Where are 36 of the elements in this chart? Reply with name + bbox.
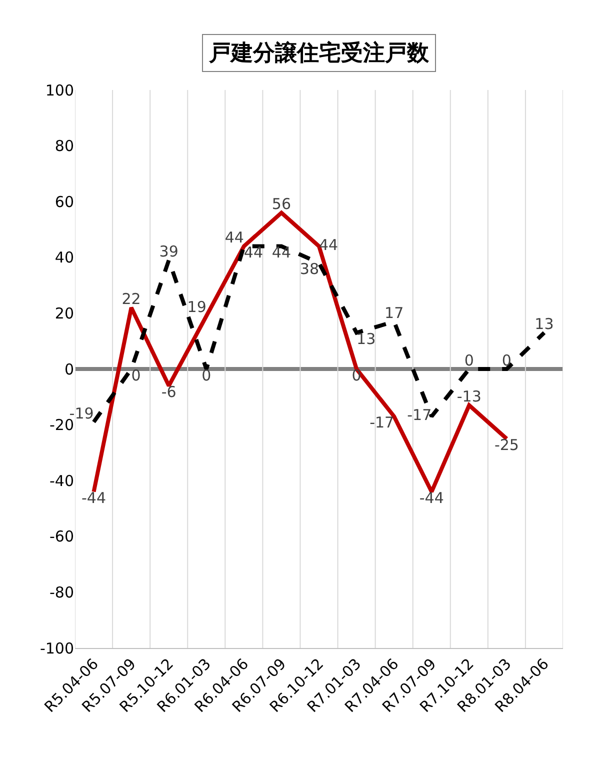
data-label: -44 xyxy=(419,489,444,508)
data-label: 44 xyxy=(319,236,338,254)
y-tick-label: -40 xyxy=(50,472,74,490)
data-label: -6 xyxy=(161,382,176,401)
data-label: 22 xyxy=(122,290,141,308)
y-tick-label: 100 xyxy=(45,81,74,100)
chart-title: 戸建分譲住宅受注戸数 xyxy=(208,40,430,66)
data-label: 0 xyxy=(202,366,212,384)
y-tick-label: -100 xyxy=(40,639,74,658)
data-label: 56 xyxy=(272,195,292,214)
data-label: 0 xyxy=(131,366,141,384)
data-label: 38 xyxy=(300,260,319,278)
y-tick-label: 80 xyxy=(54,137,74,156)
y-tick-label: 40 xyxy=(54,248,74,267)
y-tick-label: 0 xyxy=(64,360,74,378)
data-label: -17 xyxy=(407,406,432,424)
data-label: 44 xyxy=(244,243,264,262)
y-tick-label: 60 xyxy=(54,192,74,211)
data-label: 39 xyxy=(159,242,178,260)
data-label: -17 xyxy=(370,414,394,432)
data-label: 0 xyxy=(464,351,474,370)
y-tick-label: 20 xyxy=(54,304,74,322)
data-label: 13 xyxy=(356,330,376,348)
data-label: 19 xyxy=(187,298,206,316)
data-label: 0 xyxy=(352,366,362,384)
data-label: 17 xyxy=(384,304,404,322)
y-tick-label: -60 xyxy=(50,528,74,546)
data-label: 44 xyxy=(224,228,244,246)
data-label: -44 xyxy=(82,489,106,508)
data-label: -25 xyxy=(494,436,519,454)
data-label: 44 xyxy=(272,243,292,262)
y-tick-label: -80 xyxy=(50,583,74,602)
data-label: -13 xyxy=(456,388,482,406)
y-tick-label: -20 xyxy=(50,416,74,434)
data-label: 13 xyxy=(534,314,554,333)
data-label: 0 xyxy=(502,351,512,370)
